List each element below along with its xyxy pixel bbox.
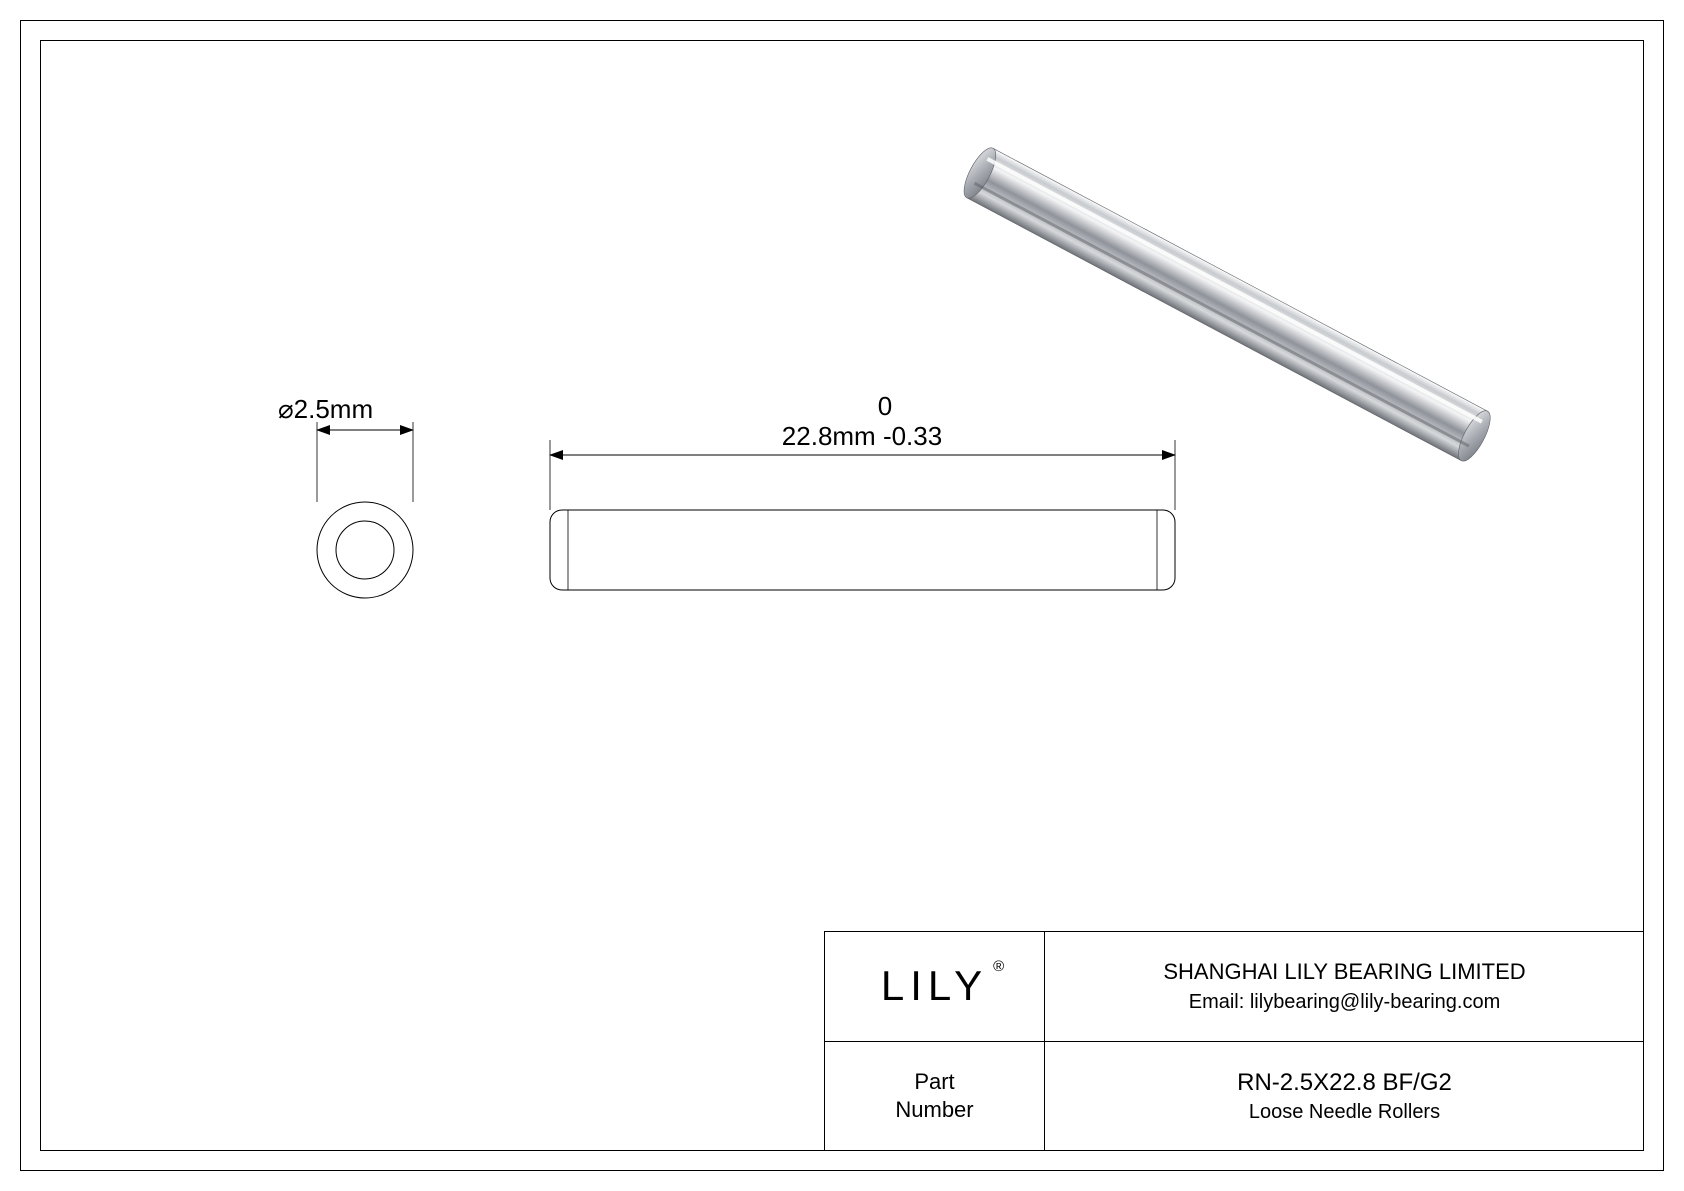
part-description: Loose Needle Rollers bbox=[1249, 1101, 1440, 1124]
dimension-length: 22.8mm -0.33 0 bbox=[550, 391, 1175, 510]
length-tol-upper: 0 bbox=[878, 391, 892, 421]
front-view bbox=[317, 502, 413, 598]
company-email: Email: lilybearing@lily-bearing.com bbox=[1189, 991, 1501, 1014]
isometric-roller bbox=[958, 144, 1496, 466]
registered-mark: ® bbox=[993, 958, 1010, 975]
part-number: RN-2.5X22.8 BF/G2 bbox=[1237, 1069, 1452, 1097]
part-number-cell: RN-2.5X22.8 BF/G2 Loose Needle Rollers bbox=[1045, 1042, 1644, 1152]
title-block: LILY ® SHANGHAI LILY BEARING LIMITED Ema… bbox=[824, 931, 1644, 1151]
diameter-symbol: ⌀ bbox=[278, 394, 294, 424]
company-name: SHANGHAI LILY BEARING LIMITED bbox=[1163, 959, 1525, 985]
diameter-label: ⌀2.5mm bbox=[278, 394, 373, 424]
logo-cell: LILY ® bbox=[825, 932, 1045, 1042]
part-number-label-cell: Part Number bbox=[825, 1042, 1045, 1152]
part-number-label: Part Number bbox=[895, 1068, 973, 1125]
side-view bbox=[550, 510, 1175, 590]
company-cell: SHANGHAI LILY BEARING LIMITED Email: lil… bbox=[1045, 932, 1644, 1042]
dimension-diameter: ⌀2.5mm bbox=[278, 394, 413, 502]
logo-text: LILY ® bbox=[881, 962, 988, 1010]
length-label: 22.8mm -0.33 bbox=[782, 421, 942, 451]
